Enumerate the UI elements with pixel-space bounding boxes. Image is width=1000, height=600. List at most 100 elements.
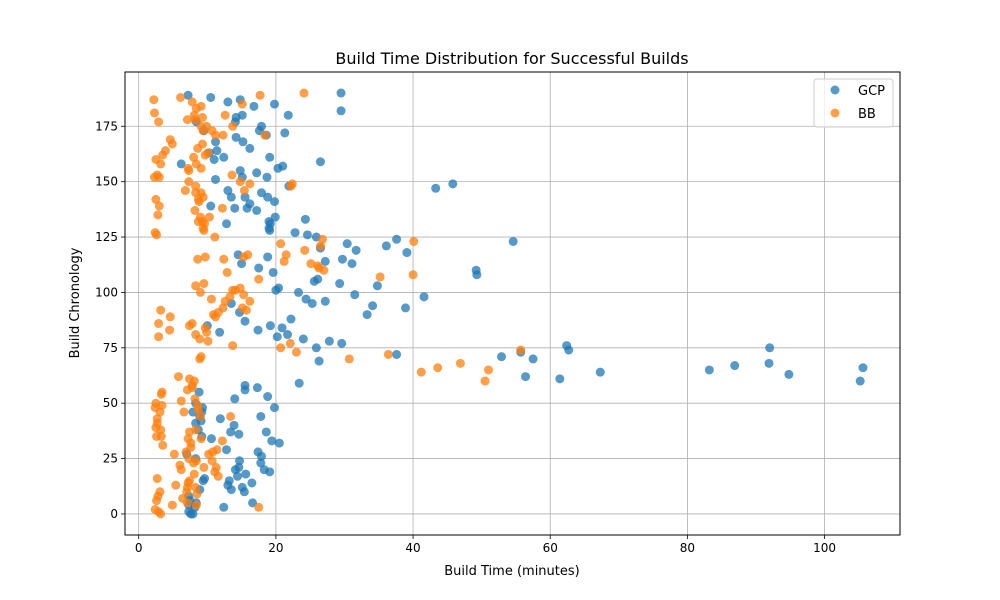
data-point-bb (154, 332, 164, 342)
data-point-gcp (302, 230, 312, 240)
data-point-bb (203, 336, 213, 346)
data-point-gcp (226, 485, 236, 495)
data-point-bb (222, 267, 232, 277)
data-point-bb (171, 480, 181, 490)
legend-marker-gcp (830, 85, 840, 95)
data-point-gcp (261, 427, 271, 437)
data-point-bb (228, 341, 238, 351)
data-point-bb (179, 407, 189, 417)
data-point-bb (156, 159, 166, 169)
data-point-gcp (267, 436, 277, 446)
y-axis-ticks: 0 25 50 75 100 125 150 175 (95, 119, 125, 521)
data-point-gcp (402, 248, 412, 258)
data-point-bb (276, 239, 286, 249)
data-point-bb (260, 130, 270, 140)
data-point-bb (243, 250, 253, 260)
data-point-bb (151, 194, 161, 204)
data-point-bb (191, 281, 201, 291)
data-point-gcp (347, 259, 357, 269)
data-point-gcp (265, 467, 275, 477)
legend-label-bb: BB (858, 107, 876, 122)
data-point-gcp (262, 172, 272, 182)
y-tick-label: 0 (110, 507, 118, 521)
data-point-gcp (230, 465, 240, 475)
data-point-bb (165, 312, 175, 322)
data-point-gcp (222, 445, 232, 455)
data-point-bb (237, 99, 247, 109)
data-point-bb (206, 294, 216, 304)
data-point-bb (211, 130, 221, 140)
data-point-gcp (270, 403, 280, 413)
data-point-gcp (263, 392, 273, 402)
data-point-bb (191, 181, 201, 191)
data-point-gcp (555, 374, 565, 384)
data-point-bb (200, 252, 210, 262)
data-point-bb (483, 365, 493, 375)
data-point-bb (227, 170, 237, 180)
data-point-gcp (290, 228, 300, 238)
data-point-bb (186, 442, 196, 452)
data-point-gcp (240, 192, 250, 202)
data-point-bb (306, 259, 316, 269)
data-point-gcp (351, 245, 361, 255)
data-point-bb (299, 88, 309, 98)
data-point-bb (167, 139, 177, 149)
data-point-gcp (263, 252, 273, 262)
data-point-bb (217, 203, 227, 213)
data-point-gcp (183, 90, 193, 100)
data-point-bb (195, 287, 205, 297)
data-point-bb (455, 358, 465, 368)
data-point-gcp (401, 303, 411, 313)
data-point-bb (279, 256, 289, 266)
data-point-bb (176, 465, 186, 475)
data-point-gcp (337, 338, 347, 348)
data-point-bb (152, 496, 162, 506)
data-point-gcp (283, 110, 293, 120)
data-point-gcp (272, 332, 282, 342)
data-point-gcp (307, 299, 317, 308)
data-point-bb (226, 411, 236, 421)
data-point-bb (300, 245, 310, 255)
data-point-bb (217, 436, 227, 446)
data-point-bb (239, 290, 249, 300)
data-point-gcp (209, 155, 219, 165)
data-point-gcp (256, 411, 266, 421)
data-point-bb (239, 186, 249, 196)
data-point-bb (344, 354, 354, 364)
data-point-gcp (234, 429, 244, 439)
data-point-bb (199, 279, 209, 289)
data-point-bb (182, 487, 192, 497)
data-point-bb (182, 115, 192, 125)
data-point-bb (156, 431, 166, 441)
data-point-gcp (314, 356, 324, 366)
legend-marker-bb (830, 108, 840, 118)
data-point-bb (319, 265, 329, 275)
data-point-bb (169, 449, 179, 459)
chart-title: Build Time Distribution for Successful B… (335, 49, 688, 68)
y-tick-label: 50 (103, 396, 118, 410)
data-point-gcp (240, 316, 250, 326)
data-point-bb (154, 201, 164, 211)
data-point-gcp (226, 192, 236, 202)
data-point-bb (219, 254, 229, 264)
data-point-gcp (350, 290, 360, 300)
data-point-bb (199, 462, 209, 472)
y-axis-label: Build Chronology (68, 247, 83, 358)
data-point-gcp (265, 225, 275, 235)
data-point-bb (184, 166, 194, 176)
data-point-gcp (215, 414, 225, 424)
data-point-gcp (419, 292, 429, 302)
data-point-gcp (311, 343, 321, 353)
data-point-bb (285, 338, 295, 348)
data-point-gcp (211, 137, 221, 147)
y-tick-label: 175 (95, 119, 118, 133)
data-point-gcp (265, 321, 275, 331)
y-tick-label: 150 (95, 175, 118, 189)
data-point-gcp (211, 174, 221, 184)
y-tick-label: 75 (103, 341, 118, 355)
data-point-gcp (298, 334, 308, 344)
data-point-gcp (252, 168, 262, 178)
data-point-bb (152, 474, 162, 484)
data-point-bb (287, 179, 297, 189)
